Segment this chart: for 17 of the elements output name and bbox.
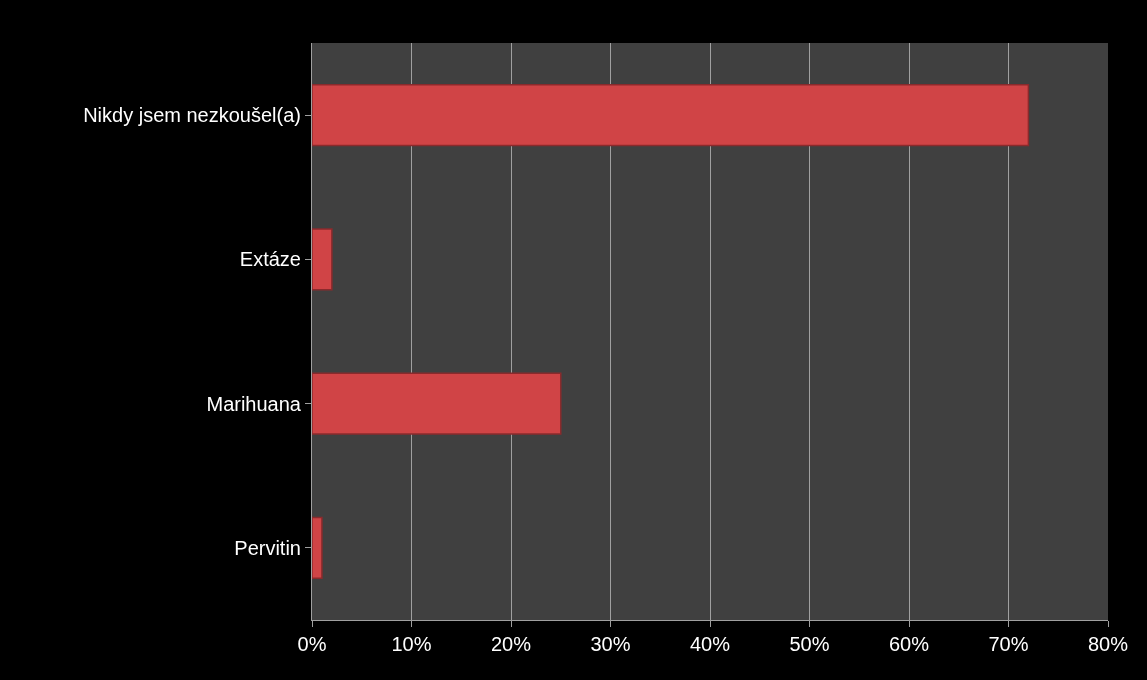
- x-tick-label: 10%: [391, 633, 432, 655]
- y-tick-label: Marihuana: [206, 392, 302, 415]
- x-tick-label: 50%: [789, 633, 830, 655]
- x-tick-label: 20%: [490, 633, 532, 655]
- x-tick-label: 0%: [297, 633, 327, 655]
- x-tick-label: 30%: [590, 633, 631, 655]
- x-tick-label: 80%: [1087, 633, 1129, 655]
- bar: [312, 516, 323, 579]
- bar: [312, 84, 1030, 147]
- y-tick-label: Extáze: [239, 248, 301, 271]
- x-tick-label: 40%: [689, 633, 731, 655]
- bar: [312, 228, 333, 291]
- y-tick-label: Pervitin: [234, 536, 301, 559]
- x-tick-label: 60%: [888, 633, 930, 655]
- x-tick-label: 70%: [988, 633, 1029, 655]
- y-tick-label: Nikdy jsem nezkoušel(a): [83, 104, 301, 127]
- bar: [312, 372, 562, 435]
